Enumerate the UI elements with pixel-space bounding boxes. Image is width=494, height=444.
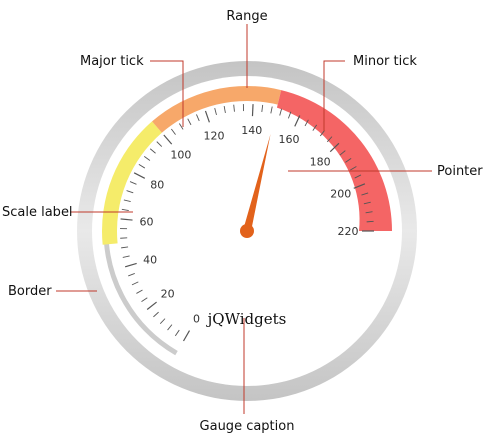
- major-tick: [329, 142, 340, 153]
- gauge-ticks: [120, 104, 374, 342]
- minor-tick: [366, 220, 374, 223]
- callout-gauge-caption: Gauge caption: [200, 419, 295, 434]
- scale-label: 80: [150, 179, 164, 192]
- minor-tick: [136, 289, 143, 294]
- gauge-ranges: [102, 86, 392, 245]
- gauge-scale-labels: 0 20 40 60 80 100 120 140 160 180 200 220: [139, 124, 358, 325]
- minor-tick: [122, 255, 130, 258]
- minor-tick: [159, 318, 166, 325]
- scale-label: 200: [330, 187, 351, 200]
- major-tick: [163, 134, 173, 145]
- minor-tick: [126, 190, 134, 194]
- minor-tick: [187, 118, 192, 126]
- minor-tick: [156, 141, 163, 147]
- minor-tick: [214, 108, 217, 116]
- callout-range: Range: [226, 9, 267, 24]
- minor-tick: [345, 157, 352, 163]
- scale-label: 60: [139, 215, 153, 228]
- range-band: [102, 121, 162, 245]
- scale-label: 0: [193, 312, 200, 325]
- minor-tick: [121, 208, 129, 211]
- minor-tick: [121, 246, 129, 249]
- scale-label: 120: [203, 130, 224, 143]
- callout-pointer: Pointer: [437, 164, 483, 179]
- minor-tick: [279, 108, 283, 116]
- gauge-pointer: [240, 133, 271, 238]
- minor-tick: [131, 281, 139, 286]
- scale-label: 20: [161, 287, 175, 300]
- minor-tick: [365, 211, 373, 214]
- minor-tick: [141, 297, 148, 303]
- minor-tick: [174, 329, 180, 337]
- minor-tick: [361, 192, 369, 196]
- minor-tick: [363, 201, 371, 205]
- callout-border: Border: [8, 284, 52, 299]
- major-tick: [294, 115, 301, 127]
- major-tick: [353, 183, 366, 189]
- minor-tick: [143, 155, 151, 161]
- scale-label: 180: [310, 155, 331, 168]
- minor-tick: [171, 128, 176, 135]
- major-tick: [133, 172, 146, 179]
- pointer-needle: [243, 133, 271, 232]
- minor-tick: [270, 106, 273, 114]
- callout-major-tick: Major tick: [80, 54, 144, 69]
- pointer-cap: [240, 224, 254, 238]
- scale-label: 140: [241, 124, 262, 137]
- minor-tick: [319, 130, 325, 137]
- range-band: [152, 86, 282, 133]
- minor-tick: [350, 166, 357, 171]
- minor-tick: [312, 124, 318, 131]
- scale-label: 220: [338, 225, 359, 238]
- minor-tick: [149, 148, 156, 154]
- minor-tick: [233, 104, 235, 112]
- minor-tick: [304, 119, 309, 127]
- major-tick: [251, 104, 254, 117]
- minor-tick: [167, 324, 173, 331]
- minor-tick: [287, 111, 292, 119]
- major-tick: [124, 262, 137, 268]
- minor-tick: [354, 174, 362, 179]
- scale-label: 100: [170, 149, 191, 162]
- minor-tick: [178, 123, 184, 130]
- leader-lines: [56, 24, 432, 414]
- range-band: [276, 90, 392, 231]
- major-tick: [204, 110, 210, 123]
- minor-tick: [123, 199, 131, 203]
- callout-minor-tick: Minor tick: [353, 54, 417, 69]
- minor-tick: [261, 104, 264, 112]
- major-tick: [182, 330, 191, 342]
- major-tick-leader: [150, 60, 184, 127]
- minor-tick: [128, 273, 135, 277]
- minor-tick: [223, 105, 226, 114]
- callout-scale-label: Scale label: [2, 205, 73, 220]
- gauge-caption: jQWidgets: [206, 310, 287, 328]
- major-tick: [146, 301, 157, 310]
- minor-tick: [339, 150, 346, 156]
- scale-label: 160: [278, 133, 299, 146]
- minor-tick: [326, 136, 333, 143]
- minor-tick: [129, 181, 137, 185]
- minor-tick: [153, 311, 159, 318]
- minor-tick: [138, 164, 146, 169]
- scale-label: 40: [143, 253, 157, 266]
- major-tick: [120, 218, 133, 221]
- minor-tick-leader: [323, 60, 345, 131]
- minor-tick: [196, 114, 200, 122]
